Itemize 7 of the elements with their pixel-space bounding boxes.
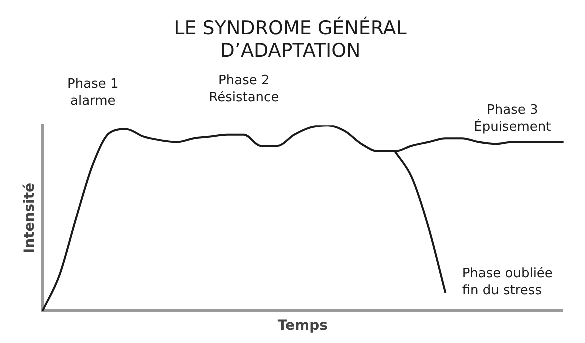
y-axis-title: Intensité [22,182,38,254]
text: Phase 2 Résistance [209,73,280,106]
annotation: Phase oubliée fin du stress [462,266,553,298]
text: Phase 1 alarme [68,77,119,110]
x-axis-title: Temps [278,318,328,334]
chart-title: LE SYNDROME GÉNÉRAL D’ADAPTATION [174,16,408,62]
annotation: Phase 3 Épuisement [474,103,552,136]
